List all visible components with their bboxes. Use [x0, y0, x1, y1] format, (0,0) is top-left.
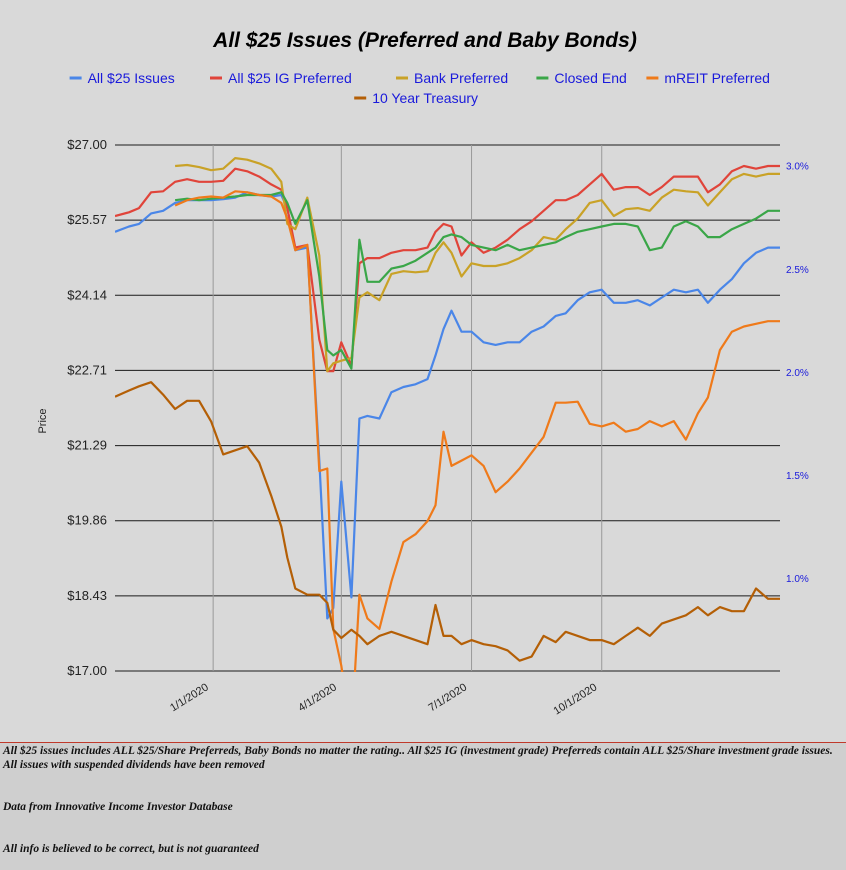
legend-label: All $25 IG Preferred — [228, 70, 352, 86]
y2-tick-label: 3.0% — [786, 162, 809, 173]
x-tick-label: 7/1/2020 — [426, 681, 469, 714]
legend-label: Closed End — [554, 70, 626, 86]
y-axis-label: Price — [37, 408, 49, 433]
y-axis-left: $17.00 $18.43 $19.86 $21.29 $22.71 $24.14 $25.… — [67, 137, 107, 678]
footnote-description: All $25 issues includes ALL $25/Share Pr… — [3, 745, 833, 771]
footnote-source: Data from Innovative Income Investor Dat… — [3, 801, 233, 813]
grid — [115, 144, 780, 672]
y-tick-label: $25.57 — [67, 212, 107, 227]
legend-label: All $25 Issues — [88, 70, 175, 86]
chart-title: All $25 Issues (Preferred and Baby Bonds… — [212, 29, 637, 52]
y-tick-label: $18.43 — [67, 588, 107, 603]
x-axis: 1/1/2020 4/1/2020 7/1/2020 10/1/2020 — [168, 681, 599, 717]
series-line — [174, 191, 780, 370]
footnotes: All $25 issues includes ALL $25/Share Pr… — [0, 742, 846, 870]
y-tick-label: $17.00 — [67, 663, 107, 678]
y2-tick-label: 2.5% — [786, 265, 809, 276]
legend-label: 10 Year Treasury — [372, 90, 478, 106]
y-tick-label: $27.00 — [67, 137, 107, 152]
x-tick-label: 1/1/2020 — [168, 681, 211, 714]
series-line — [175, 157, 780, 373]
series-line — [174, 190, 780, 672]
y-tick-label: $24.14 — [67, 287, 107, 302]
legend: All $25 Issues All $25 IG Preferred Bank P… — [69, 70, 770, 106]
y-tick-label: $19.86 — [67, 513, 107, 528]
y2-tick-label: 1.0% — [786, 574, 809, 585]
plot-area — [115, 157, 780, 672]
footnote-disclaimer: All info is believed to be correct, but … — [3, 843, 259, 855]
x-tick-label: 10/1/2020 — [551, 681, 599, 717]
y2-tick-label: 1.5% — [786, 471, 809, 482]
chart: All $25 Issues (Preferred and Baby Bonds… — [37, 29, 809, 717]
y-tick-label: $22.71 — [67, 362, 107, 377]
y-axis-right: 1.0% 1.5% 2.0% 2.5% 3.0% — [786, 162, 809, 586]
series-line — [115, 191, 780, 620]
legend-label: Bank Preferred — [414, 70, 508, 86]
x-tick-label: 4/1/2020 — [296, 681, 339, 714]
legend-label: mREIT Preferred — [664, 70, 770, 86]
y-tick-label: $21.29 — [67, 438, 107, 453]
series-line — [115, 164, 780, 373]
series-line — [115, 381, 780, 662]
y2-tick-label: 2.0% — [786, 368, 809, 379]
